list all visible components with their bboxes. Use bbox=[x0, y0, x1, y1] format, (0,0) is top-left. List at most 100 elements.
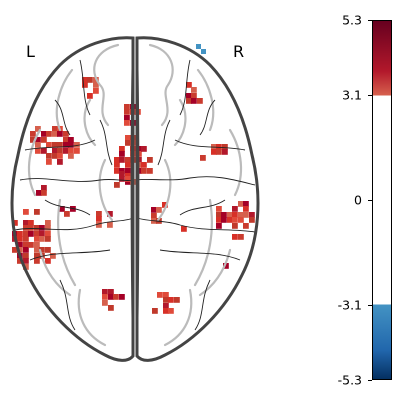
colorbar bbox=[372, 20, 392, 380]
activation-voxel bbox=[216, 144, 222, 150]
activation-voxel bbox=[34, 231, 40, 237]
activation-voxel bbox=[41, 185, 47, 191]
activation-voxel bbox=[223, 263, 229, 269]
activation-voxel bbox=[17, 231, 23, 237]
activation-voxel bbox=[141, 146, 147, 152]
activation-voxel bbox=[102, 294, 108, 300]
activation-voxel bbox=[45, 231, 51, 237]
brain-glass-view bbox=[10, 36, 260, 362]
activation-voxel bbox=[28, 231, 34, 237]
activation-voxel bbox=[119, 294, 125, 300]
activation-voxel bbox=[59, 206, 65, 212]
activation-voxel bbox=[57, 142, 63, 148]
activation-voxel bbox=[107, 222, 113, 228]
activation-voxel bbox=[45, 236, 51, 242]
activation-voxel bbox=[125, 162, 131, 168]
activation-voxel bbox=[46, 142, 52, 148]
activation-voxel bbox=[34, 258, 40, 264]
activation-voxel bbox=[39, 247, 45, 253]
activation-voxel bbox=[23, 209, 29, 215]
activation-voxel bbox=[74, 142, 80, 148]
activation-voxel bbox=[41, 148, 47, 154]
activation-voxel bbox=[68, 148, 74, 154]
activation-voxel bbox=[186, 98, 192, 104]
activation-voxel bbox=[249, 217, 255, 223]
activation-voxel bbox=[168, 308, 174, 314]
colorbar-tick-label: 3.1 bbox=[342, 87, 362, 103]
activation-voxel bbox=[17, 236, 23, 242]
deactivation-voxel bbox=[196, 44, 201, 49]
activation-voxel bbox=[186, 93, 192, 99]
activation-voxel bbox=[108, 305, 114, 311]
activation-voxel bbox=[57, 153, 63, 159]
activation-voxel bbox=[141, 168, 147, 174]
activation-voxel bbox=[119, 146, 125, 152]
activation-voxel bbox=[151, 207, 157, 213]
activation-voxel bbox=[125, 157, 131, 163]
activation-voxel bbox=[82, 77, 88, 83]
activation-voxel bbox=[243, 206, 249, 212]
activation-voxel bbox=[57, 148, 63, 154]
activation-voxel bbox=[23, 253, 29, 259]
activation-voxel bbox=[216, 149, 222, 155]
activation-voxel bbox=[12, 247, 18, 253]
activation-voxel bbox=[23, 220, 29, 226]
activation-voxel bbox=[163, 303, 169, 309]
activation-voxel bbox=[125, 176, 131, 182]
activation-voxel bbox=[64, 211, 70, 217]
activation-voxel bbox=[35, 148, 41, 154]
activation-voxel bbox=[238, 234, 244, 240]
activation-voxel bbox=[68, 153, 74, 159]
activation-voxel bbox=[243, 212, 249, 218]
activation-voxel bbox=[12, 220, 18, 226]
activation-voxel bbox=[39, 236, 45, 242]
activation-voxel bbox=[39, 225, 45, 231]
right-hemisphere-label: R bbox=[233, 42, 245, 61]
activation-voxel bbox=[162, 202, 168, 208]
left-hemisphere-label: L bbox=[26, 42, 35, 61]
activation-voxel bbox=[52, 126, 58, 132]
activation-voxel bbox=[96, 216, 102, 222]
colorbar-tick-mark bbox=[368, 380, 372, 381]
activation-voxel bbox=[30, 131, 36, 137]
activation-voxel bbox=[68, 142, 74, 148]
activation-voxel bbox=[125, 173, 131, 179]
activation-voxel bbox=[107, 211, 113, 217]
activation-voxel bbox=[28, 220, 34, 226]
activation-voxel bbox=[30, 137, 36, 143]
activation-voxel bbox=[45, 247, 51, 253]
colorbar-tick-mark bbox=[368, 305, 372, 307]
activation-voxel bbox=[181, 226, 187, 232]
activation-voxel bbox=[41, 190, 47, 196]
activation-voxel bbox=[238, 212, 244, 218]
colorbar-tick-mark bbox=[368, 200, 372, 201]
activation-voxel bbox=[35, 137, 41, 143]
activation-voxel bbox=[96, 222, 102, 228]
activation-voxel bbox=[52, 153, 58, 159]
activation-voxel bbox=[93, 82, 99, 88]
activation-voxel bbox=[124, 109, 130, 115]
activation-voxel bbox=[41, 137, 47, 143]
activation-voxel bbox=[119, 168, 125, 174]
colorbar-tick-mark bbox=[368, 20, 372, 21]
activation-voxel bbox=[222, 149, 228, 155]
activation-voxel bbox=[45, 258, 51, 264]
activation-voxel bbox=[108, 289, 114, 295]
activation-voxel bbox=[63, 142, 69, 148]
activation-voxel bbox=[163, 297, 169, 303]
activation-voxel bbox=[23, 247, 29, 253]
gyral-contours bbox=[27, 43, 243, 347]
activation-voxel bbox=[119, 176, 125, 182]
activation-voxel bbox=[197, 98, 203, 104]
activation-voxel bbox=[216, 223, 222, 229]
activation-voxel bbox=[87, 77, 93, 83]
activation-voxel bbox=[211, 149, 217, 155]
midline bbox=[130, 39, 140, 355]
activation-voxel bbox=[232, 212, 238, 218]
activation-voxel bbox=[82, 82, 88, 88]
activation-voxel bbox=[186, 82, 192, 88]
activation-voxel bbox=[39, 231, 45, 237]
activation-voxel bbox=[163, 308, 169, 314]
activation-voxel bbox=[227, 212, 233, 218]
activation-voxel bbox=[125, 179, 131, 185]
